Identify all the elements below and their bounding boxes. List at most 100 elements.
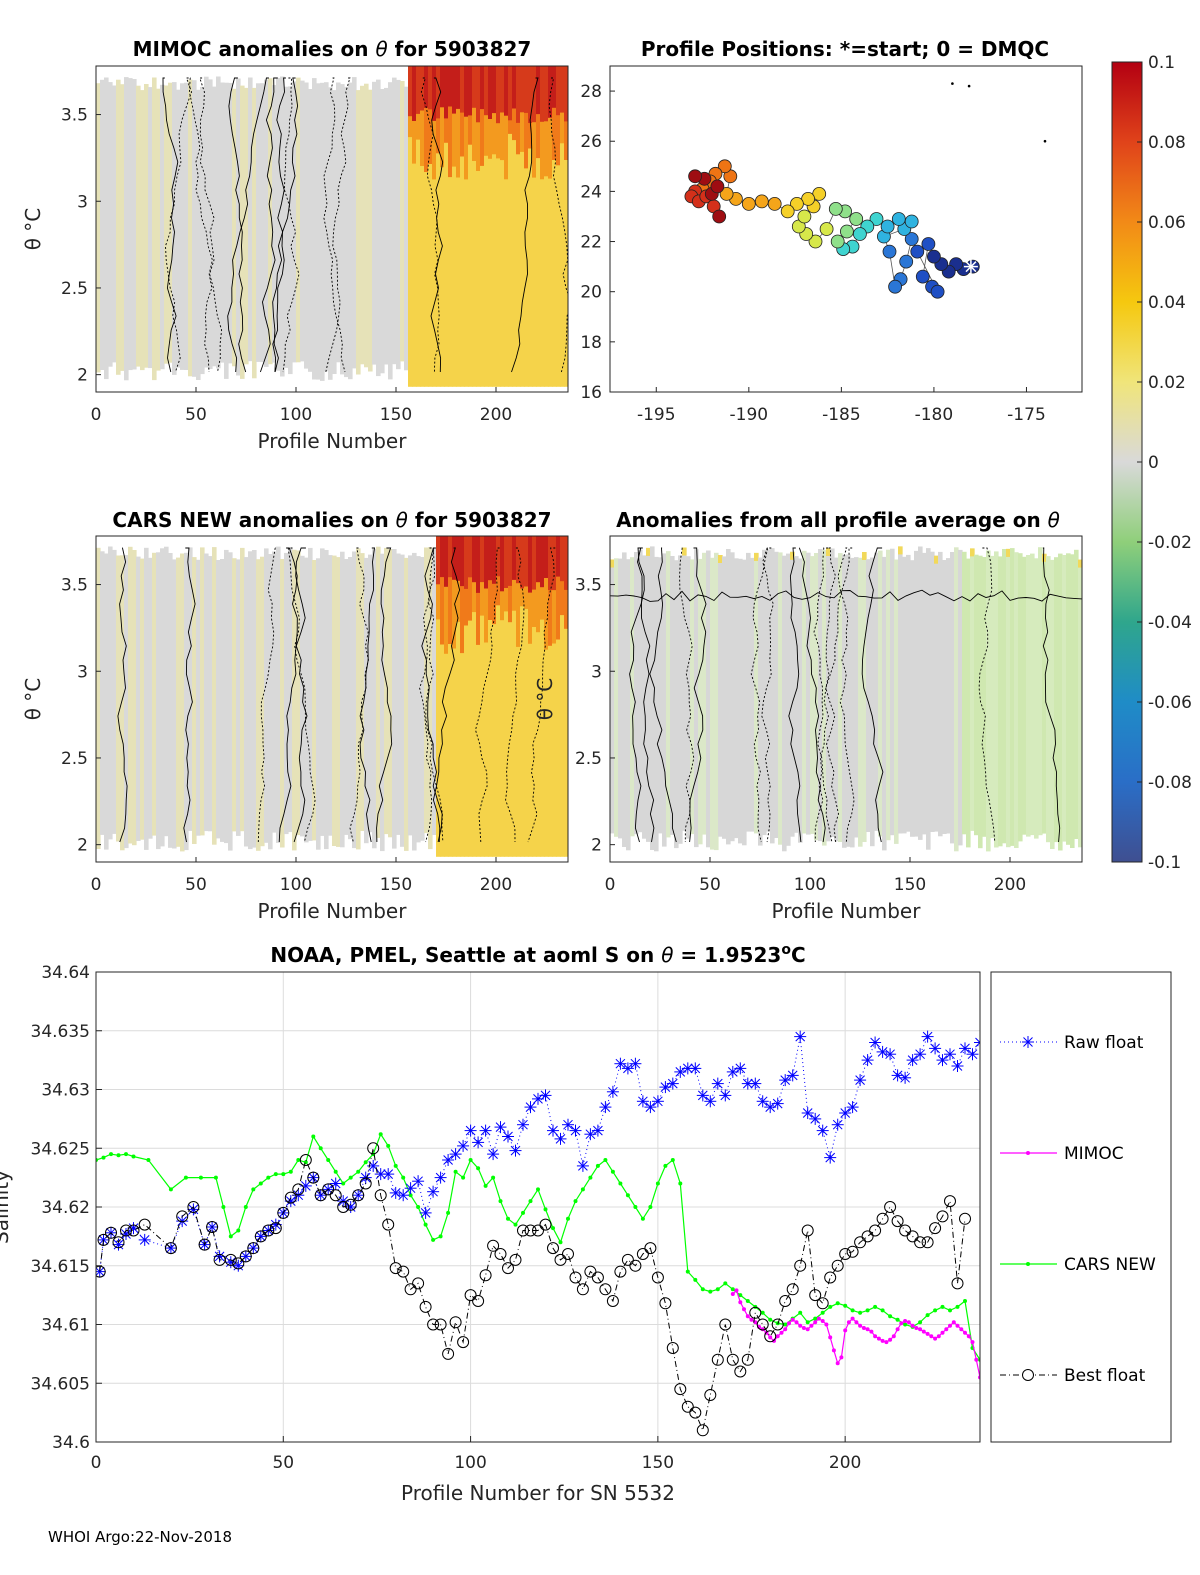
mimoc-cell	[364, 83, 369, 368]
raw-float-star-stroke	[967, 1049, 978, 1060]
avg-contours	[610, 547, 1082, 843]
mimoc-cell	[380, 89, 385, 374]
cars-new-point	[453, 1169, 458, 1174]
best-float-point	[494, 1248, 507, 1260]
profile-position-marker	[840, 224, 854, 239]
raw-float-point	[547, 1124, 559, 1137]
raw-float-point	[831, 1118, 844, 1131]
raw-float-star-stroke	[503, 1131, 513, 1142]
cars-cell	[404, 557, 409, 851]
mimoc-cell	[208, 79, 213, 370]
cars-new-point	[116, 1153, 121, 1158]
avg-cell	[790, 551, 795, 837]
mimoc-point	[914, 1326, 919, 1330]
cars-new-point	[813, 1316, 818, 1321]
cars-cell	[388, 549, 393, 838]
profile-position-marker	[899, 254, 914, 269]
legend-label-best: Best float	[1064, 1366, 1146, 1386]
avg-cell	[914, 550, 919, 837]
cars-cell	[364, 557, 369, 844]
mimoc-point	[858, 1323, 863, 1328]
cars-new-point	[213, 1175, 218, 1180]
cars-cell-hot	[492, 536, 497, 584]
profile-position-marker	[904, 232, 919, 246]
mimoc-cell	[140, 90, 145, 371]
mimoc-cell-hot	[424, 66, 429, 108]
mimoc-cell-warm	[432, 66, 437, 180]
cars-cell	[408, 555, 413, 836]
cars-contour-line	[287, 547, 316, 843]
best-float-point	[562, 1248, 574, 1260]
mimoc-cell	[384, 87, 389, 365]
cars-cell	[360, 553, 365, 831]
best-float-point	[876, 1212, 889, 1225]
raw-float-star-stroke	[139, 1235, 150, 1245]
cars-new-point	[640, 1216, 645, 1221]
mimoc-point	[861, 1326, 866, 1330]
raw-float-point	[636, 1095, 649, 1108]
positions-xtick-label: -185	[822, 405, 861, 425]
cars-cell	[96, 547, 101, 849]
avg-xtick-label: 100	[794, 875, 826, 895]
raw-float-star-stroke	[233, 1260, 244, 1271]
best-float-point	[644, 1242, 657, 1255]
mimoc-cell	[432, 66, 437, 387]
mimoc-cell	[372, 81, 377, 365]
mimoc-contour-line	[420, 77, 440, 373]
mimoc-cell	[200, 86, 205, 375]
cars-cell	[108, 546, 113, 840]
cars-new-point	[768, 1317, 773, 1322]
cars-cell-hot	[500, 536, 505, 592]
mimoc-point	[865, 1327, 870, 1332]
mimoc-heatmap	[96, 66, 568, 387]
salinity-panel: NOAA, PMEL, Seattle at aoml S on θ = 1.9…	[0, 942, 1172, 1505]
cars-cell-hot	[556, 536, 561, 577]
mimoc-cell-warm	[552, 66, 557, 160]
avg-xtick-label: 150	[894, 875, 926, 895]
best-float-point	[322, 1183, 335, 1196]
avg-contour-line	[610, 589, 1082, 602]
best-float-point	[921, 1236, 934, 1249]
best-float-point	[509, 1253, 522, 1266]
mimoc-cell	[548, 66, 553, 387]
cars-cell	[160, 548, 165, 847]
best-float-point	[786, 1283, 799, 1296]
salinity-ytick-label: 34.64	[41, 963, 90, 983]
mimoc-contours	[162, 77, 568, 373]
profile-position-marker	[880, 219, 895, 234]
avg-cell	[666, 551, 671, 838]
cars-cell	[456, 536, 461, 857]
mimoc-cell	[440, 66, 445, 387]
avg-cell	[674, 560, 679, 849]
raw-float-point	[854, 1074, 867, 1087]
avg-contour-line	[861, 547, 884, 843]
raw-float-point	[929, 1042, 942, 1055]
mimoc-cell-hot	[524, 66, 529, 113]
cars-contour-line	[278, 547, 298, 843]
raw-float-point	[719, 1089, 732, 1102]
cars-new-point	[386, 1143, 391, 1148]
avg-xtick-label: 200	[994, 875, 1026, 895]
raw-float-star-stroke	[682, 1063, 693, 1074]
cars-cell	[328, 555, 333, 836]
mimoc-cell-hot	[432, 66, 437, 121]
avg-cell	[822, 550, 827, 846]
mimoc-point	[790, 1317, 795, 1322]
avg-ytick-label: 2	[591, 836, 602, 856]
best-float-point	[936, 1210, 949, 1223]
best-float-point	[606, 1295, 619, 1307]
mimoc-cell-hot	[412, 66, 417, 121]
positions-xtick-label: -175	[1007, 405, 1046, 425]
avg-cell	[866, 559, 871, 832]
cars-cell	[352, 551, 357, 849]
cars-new-point	[243, 1205, 248, 1209]
cars-new-point	[228, 1234, 233, 1239]
mimoc-cell	[136, 85, 141, 367]
mimoc-cell-hot	[444, 66, 449, 119]
cars-contour-line	[376, 547, 393, 843]
profile-position-marker	[790, 196, 804, 211]
raw-float-star-stroke	[832, 1119, 843, 1130]
cars-cell	[316, 558, 321, 850]
raw-float-point	[651, 1095, 664, 1108]
avg-cell-top	[646, 547, 651, 556]
